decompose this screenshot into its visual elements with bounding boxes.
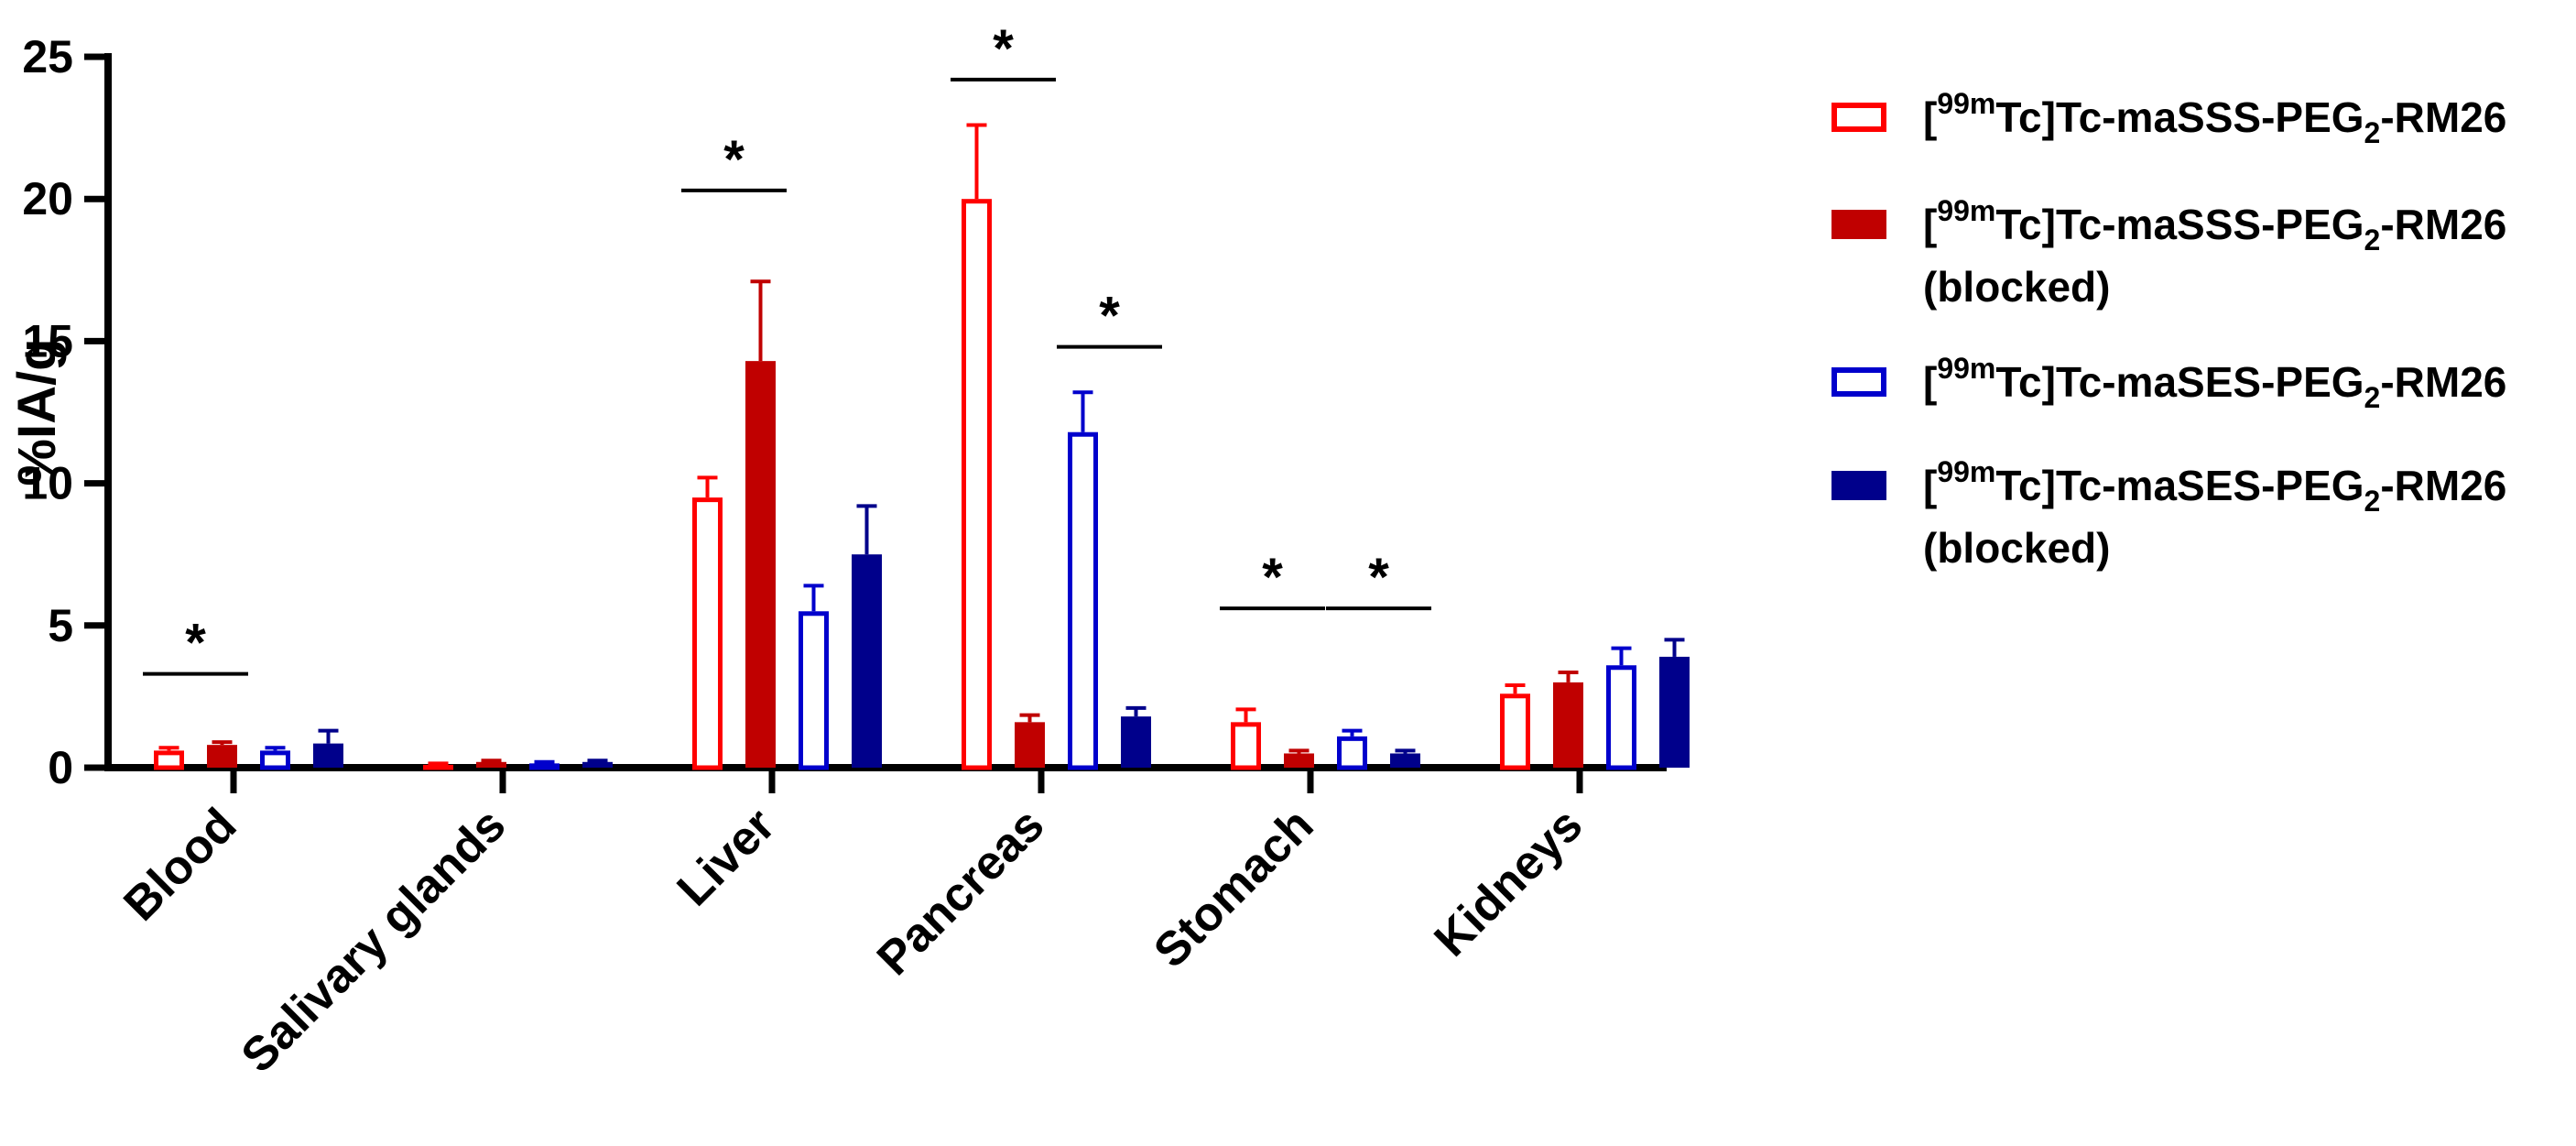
- bar: [1390, 753, 1420, 768]
- bars: [154, 123, 1690, 770]
- bar: [1121, 716, 1151, 768]
- bar: [1231, 722, 1261, 770]
- legend-swatch: [1831, 103, 1886, 132]
- legend-swatch: [1831, 367, 1886, 397]
- bar: [476, 761, 506, 768]
- legend-swatch: [1831, 471, 1886, 500]
- legend-swatch: [1831, 210, 1886, 239]
- bar: [692, 497, 723, 770]
- bar: [260, 750, 290, 770]
- significance-markers: * * * * * *: [143, 19, 1431, 676]
- x-tick-label: Pancreas: [867, 798, 1055, 986]
- y-axis-label: %IA/g: [7, 338, 67, 486]
- y-tick-label: 25: [22, 31, 73, 82]
- significance-star: *: [1262, 548, 1283, 607]
- y-tick-label: 0: [48, 742, 73, 793]
- bar: [745, 361, 776, 768]
- bar: [1659, 656, 1690, 768]
- bar: [962, 199, 992, 770]
- significance-star: *: [723, 130, 745, 190]
- bar: [852, 554, 882, 768]
- bar: [1015, 722, 1045, 768]
- bar: [423, 764, 453, 770]
- bar: [207, 745, 237, 768]
- legend: [99mTc]Tc-maSSS-PEG2-RM26 [99mTc]Tc-maSSS…: [1831, 87, 2506, 572]
- bar: [799, 611, 829, 770]
- y-tick-label: 5: [48, 600, 73, 651]
- bar: [154, 750, 184, 770]
- y-tick-label: 15: [22, 315, 73, 366]
- bar: [1553, 682, 1583, 768]
- bar: [582, 761, 613, 768]
- x-tick-label: Salivary glands: [232, 798, 516, 1083]
- significance-star: *: [185, 614, 206, 673]
- legend-label: [99mTc]Tc-maSES-PEG2-RM26: [1923, 352, 2506, 414]
- bar: [529, 763, 560, 770]
- significance-star: *: [1368, 548, 1389, 607]
- legend-label: [99mTc]Tc-maSSS-PEG2-RM26: [1923, 194, 2506, 256]
- bar: [1606, 665, 1636, 770]
- bar: [313, 743, 343, 768]
- significance-star: *: [993, 19, 1014, 79]
- x-tick-label: Stomach: [1144, 798, 1323, 977]
- x-tick-label: Blood: [114, 798, 246, 931]
- bar: [1284, 753, 1314, 768]
- bar: [1068, 431, 1098, 770]
- y-tick-label: 10: [22, 458, 73, 509]
- legend-label: [99mTc]Tc-maSES-PEG2-RM26: [1923, 455, 2506, 518]
- legend-label: [99mTc]Tc-maSSS-PEG2-RM26: [1923, 87, 2506, 149]
- bar: [1500, 693, 1530, 770]
- bar: [1337, 736, 1367, 770]
- legend-label-line2: (blocked): [1923, 263, 2110, 311]
- x-tick-label: Liver: [668, 798, 786, 916]
- y-tick-label: 20: [22, 173, 73, 224]
- significance-star: *: [1099, 287, 1120, 346]
- x-tick-label: Kidneys: [1424, 798, 1592, 966]
- legend-label-line2: (blocked): [1923, 524, 2110, 572]
